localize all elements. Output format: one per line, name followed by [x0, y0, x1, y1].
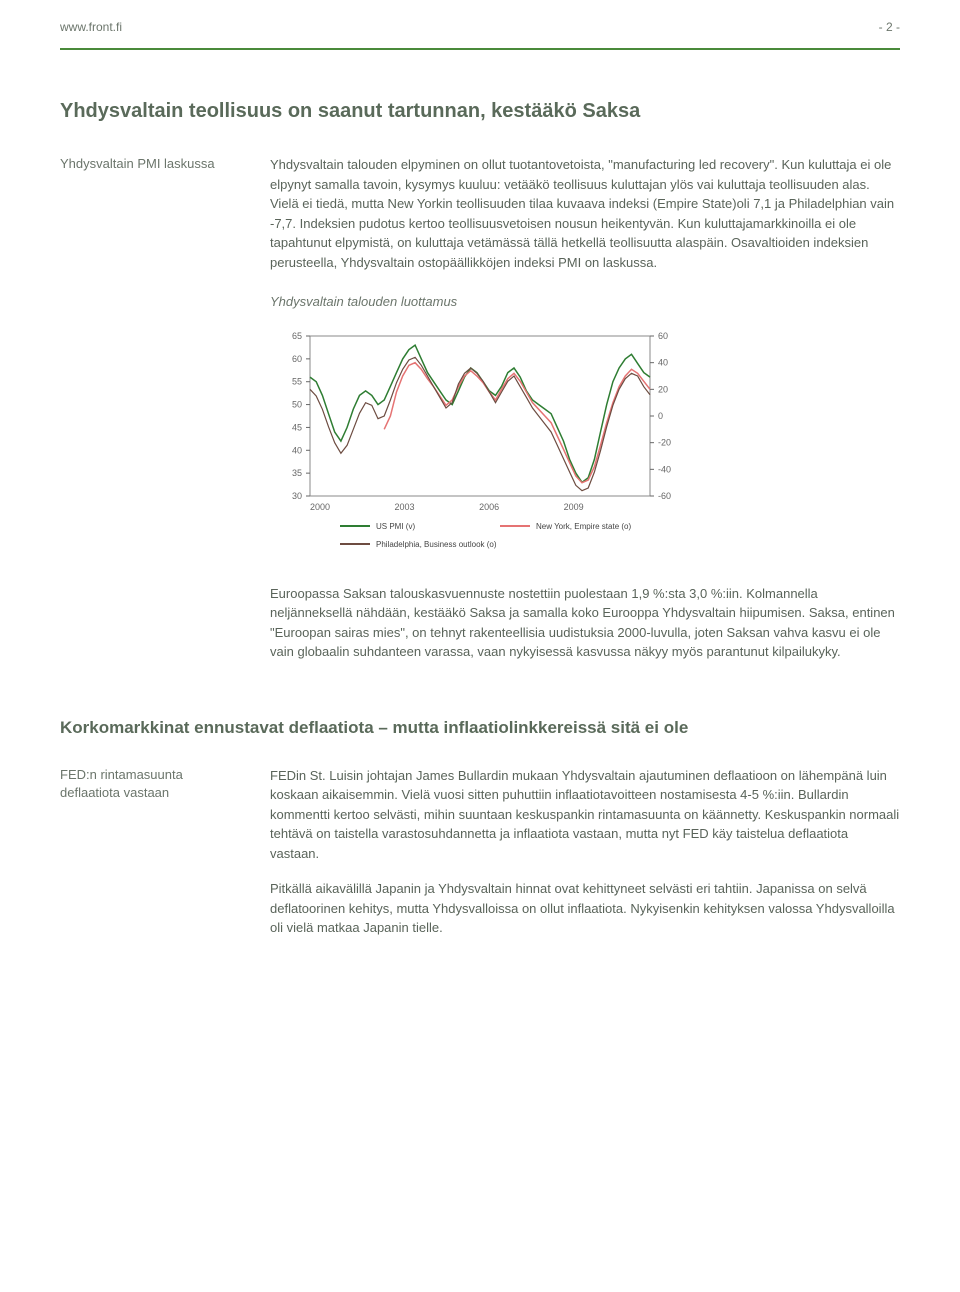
svg-text:65: 65: [292, 331, 302, 341]
section2-sidebar: FED:n rintamasuunta deflaatiota vastaan: [60, 766, 230, 954]
svg-text:-20: -20: [658, 437, 671, 447]
svg-text:30: 30: [292, 491, 302, 501]
page-header: www.front.fi - 2 -: [60, 20, 900, 34]
svg-text:-60: -60: [658, 491, 671, 501]
svg-text:60: 60: [658, 331, 668, 341]
svg-text:2003: 2003: [395, 502, 415, 512]
header-page-number: - 2 -: [879, 20, 900, 34]
section1-title: Yhdysvaltain teollisuus on saanut tartun…: [60, 100, 900, 123]
svg-text:New York, Empire state (o): New York, Empire state (o): [536, 522, 631, 531]
svg-text:20: 20: [658, 384, 668, 394]
section2-title: Korkomarkkinat ennustavat deflaatiota – …: [60, 718, 900, 738]
svg-text:2000: 2000: [310, 502, 330, 512]
section1-para2: Euroopassa Saksan talouskasvuennuste nos…: [270, 584, 900, 662]
svg-text:0: 0: [658, 411, 663, 421]
svg-text:35: 35: [292, 468, 302, 478]
line-chart: 30 35 40 45 50 55 60 65 -60 -40 -20 0 20 40 60 2000 2003…: [270, 326, 690, 556]
section1-sidebar: Yhdysvaltain PMI laskussa: [60, 155, 230, 678]
section2-para2: Pitkällä aikavälillä Japanin ja Yhdysval…: [270, 879, 900, 938]
svg-text:40: 40: [292, 445, 302, 455]
chart-container: 30 35 40 45 50 55 60 65 -60 -40 -20 0 20 40 60 2000 2003…: [270, 326, 900, 556]
section1-body: Yhdysvaltain PMI laskussa Yhdysvaltain t…: [60, 155, 900, 678]
section1-main: Yhdysvaltain talouden elpyminen on ollut…: [270, 155, 900, 678]
svg-text:US PMI (v): US PMI (v): [376, 522, 415, 531]
svg-text:55: 55: [292, 376, 302, 386]
svg-text:60: 60: [292, 353, 302, 363]
header-divider: [60, 48, 900, 50]
svg-text:45: 45: [292, 422, 302, 432]
section1-para1: Yhdysvaltain talouden elpyminen on ollut…: [270, 155, 900, 272]
section2-para1: FEDin St. Luisin johtajan James Bullardi…: [270, 766, 900, 864]
chart-title: Yhdysvaltain talouden luottamus: [270, 292, 900, 312]
svg-text:2009: 2009: [564, 502, 584, 512]
section2-body: FED:n rintamasuunta deflaatiota vastaan …: [60, 766, 900, 954]
svg-text:50: 50: [292, 399, 302, 409]
svg-text:-40: -40: [658, 464, 671, 474]
svg-text:2006: 2006: [479, 502, 499, 512]
svg-text:Philadelphia, Business outlook: Philadelphia, Business outlook (o): [376, 540, 497, 549]
section2-main: FEDin St. Luisin johtajan James Bullardi…: [270, 766, 900, 954]
svg-text:40: 40: [658, 357, 668, 367]
header-url: www.front.fi: [60, 20, 122, 34]
